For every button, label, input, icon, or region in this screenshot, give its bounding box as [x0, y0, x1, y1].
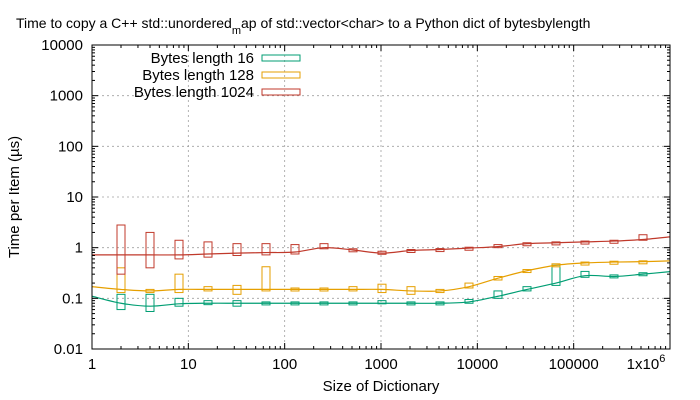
data-point: [493, 275, 503, 281]
legend-swatch: [261, 88, 301, 96]
data-point: [261, 243, 271, 256]
data-point: [493, 290, 503, 299]
data-point: [348, 248, 358, 253]
data-point: [638, 234, 648, 241]
data-point: [435, 248, 445, 253]
x-tick-label: 10: [180, 356, 197, 373]
data-point: [609, 274, 619, 279]
y-tick-label: 0.01: [54, 341, 83, 358]
y-tick-label: 1: [75, 240, 83, 257]
data-point: [116, 267, 126, 294]
data-point: [319, 243, 329, 250]
data-point: [522, 269, 532, 274]
data-point: [145, 288, 155, 294]
data-point: [203, 300, 213, 306]
data-point: [290, 287, 300, 292]
legend-label: Bytes length 16: [151, 50, 254, 67]
grid: [92, 45, 670, 349]
x-tick-label: 100: [272, 356, 297, 373]
data-point: [319, 287, 329, 292]
data-point: [406, 301, 416, 306]
y-tick-label: 0.1: [62, 290, 83, 307]
data-point: [203, 241, 213, 258]
data-point: [522, 242, 532, 247]
data-point: [464, 246, 474, 251]
data-point: [609, 239, 619, 244]
data-point: [145, 293, 155, 312]
legend-swatch: [261, 71, 301, 79]
data-point: [580, 240, 590, 245]
data-point: [377, 283, 387, 294]
y-axis-title: Time per Item (µs): [6, 136, 23, 258]
data-point: [580, 261, 590, 266]
data-point: [406, 249, 416, 254]
data-point: [174, 273, 184, 294]
data-point: [406, 286, 416, 295]
data-point: [261, 266, 271, 292]
data-point: [174, 239, 184, 260]
x-tick-label-exponent: 6: [659, 353, 665, 365]
chart-title: Time to copy a C++ std::unorderedmap of …: [16, 15, 590, 37]
data-point: [377, 250, 387, 255]
series-line: [92, 270, 670, 307]
series-line: [92, 260, 670, 292]
series-3: [92, 224, 670, 275]
data-point: [232, 300, 242, 307]
data-point: [290, 301, 300, 306]
chart-title-part-2: ap of std::vector<char> to a Python dict…: [241, 15, 590, 31]
data-point: [261, 301, 271, 306]
series-2: [92, 260, 670, 295]
data-point: [551, 263, 561, 268]
data-point: [232, 243, 242, 257]
data-point: [174, 297, 184, 307]
chart-title-subscript: m: [232, 25, 241, 37]
data-point: [348, 301, 358, 306]
x-tick-label: 100000: [549, 356, 599, 373]
series-line: [92, 236, 670, 256]
x-axis-title: Size of Dictionary: [323, 378, 440, 395]
data-point: [522, 286, 532, 292]
y-tick-label: 100: [58, 138, 83, 155]
data-point: [464, 282, 474, 289]
x-tick-label-last: 1x106: [627, 353, 666, 373]
data-point: [609, 260, 619, 265]
data-point: [551, 241, 561, 246]
data-point: [493, 244, 503, 249]
series-layer: [92, 224, 670, 312]
data-point: [319, 301, 329, 306]
data-point: [145, 231, 155, 269]
data-point: [203, 286, 213, 292]
axes: 1 10 100 1000 10000 100000 1x106 0.01 0.1 1 10 100 1…: [41, 37, 671, 373]
data-point: [377, 300, 387, 305]
data-point: [580, 270, 590, 278]
data-point: [348, 286, 358, 292]
legend-label: Bytes length 1024: [134, 84, 254, 101]
data-point: [435, 288, 445, 294]
data-point: [435, 301, 445, 306]
data-point: [116, 224, 126, 275]
data-point: [116, 293, 126, 311]
series-1: [92, 264, 670, 312]
x-tick-label: 1000: [364, 356, 397, 373]
y-tick-label: 10000: [41, 37, 83, 54]
x-tick-label-base: 1x10: [627, 356, 660, 373]
legend-swatch: [261, 54, 301, 62]
data-point: [638, 272, 648, 277]
x-tick-label: 10000: [456, 356, 498, 373]
data-point: [638, 260, 648, 265]
y-tick-label: 10: [66, 189, 83, 206]
data-point: [464, 298, 474, 304]
chart-title-part-1: Time to copy a C++ std::unordered: [16, 15, 232, 31]
legend-label: Bytes length 128: [142, 67, 254, 84]
data-point: [232, 284, 242, 295]
x-tick-label: 1: [88, 356, 96, 373]
y-tick-label: 1000: [50, 88, 83, 105]
data-point: [290, 244, 300, 255]
